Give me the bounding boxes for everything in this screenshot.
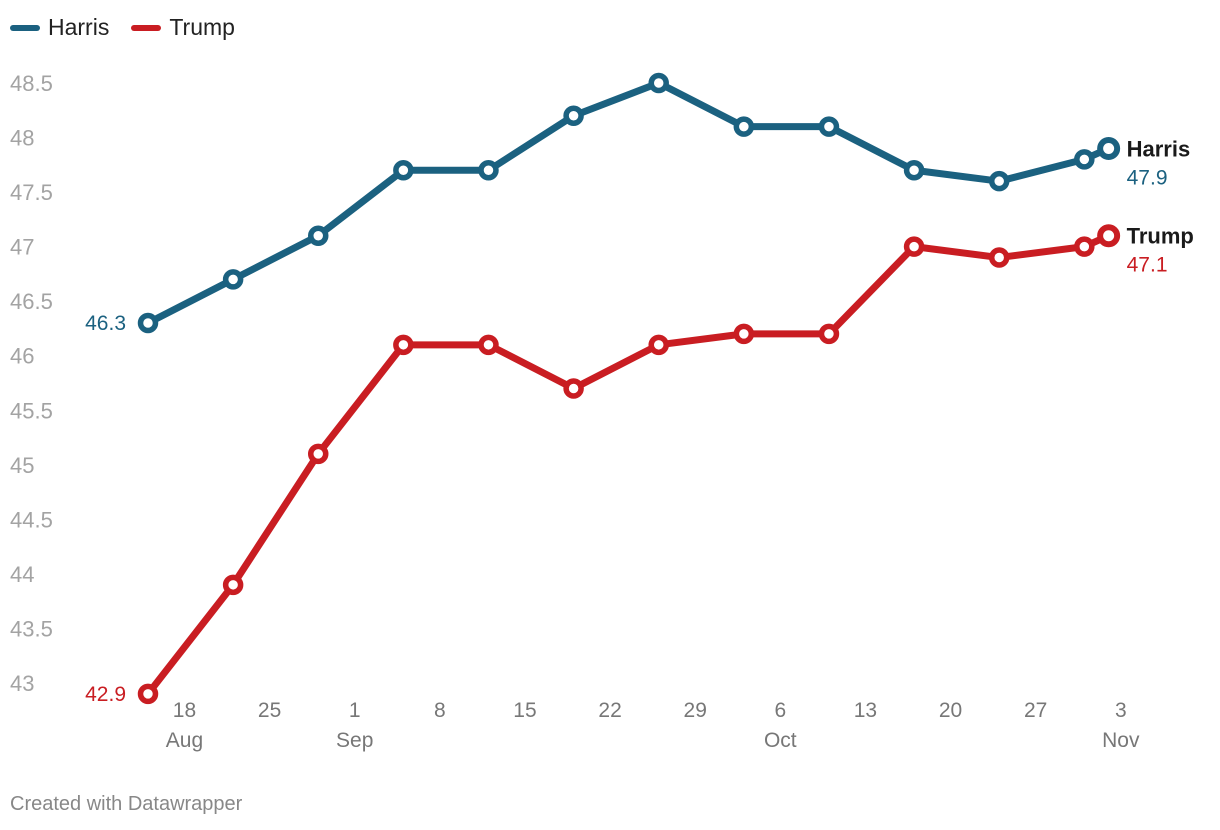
legend-swatch-harris (10, 24, 40, 31)
data-point-trump[interactable] (222, 574, 244, 596)
data-point-harris[interactable] (393, 160, 414, 181)
series-line-harris (144, 79, 1113, 327)
x-tick-month-label: Sep (336, 729, 373, 752)
data-point-trump[interactable] (137, 683, 159, 705)
data-point-trump[interactable] (1097, 224, 1121, 248)
x-tick-label: 25 (258, 699, 281, 722)
end-name-label-trump: Trump (1127, 224, 1194, 249)
y-tick-label: 44.5 (10, 507, 53, 532)
start-label-harris: 46.3 (85, 312, 126, 335)
x-tick-label: 18 (173, 699, 196, 722)
y-tick-label: 47.5 (10, 180, 53, 205)
data-point-harris[interactable] (1074, 149, 1095, 170)
y-tick-label: 47 (10, 235, 34, 260)
x-tick-label: 8 (434, 699, 446, 722)
data-point-trump[interactable] (1074, 236, 1095, 257)
legend-item-harris[interactable]: Harris (10, 14, 109, 41)
start-label-trump: 42.9 (85, 683, 126, 706)
legend-item-trump[interactable]: Trump (131, 14, 235, 41)
data-point-trump[interactable] (733, 323, 755, 345)
y-tick-label: 45.5 (10, 398, 53, 423)
data-point-harris[interactable] (222, 269, 244, 290)
data-point-harris[interactable] (648, 72, 669, 94)
data-point-trump[interactable] (307, 443, 329, 465)
legend: Harris Trump (10, 14, 235, 41)
data-point-harris[interactable] (903, 160, 925, 181)
y-tick-label: 48 (10, 126, 34, 151)
data-point-harris[interactable] (563, 105, 584, 126)
x-tick-label: 3 (1115, 699, 1127, 722)
data-point-harris[interactable] (733, 116, 755, 137)
data-point-trump[interactable] (648, 334, 669, 356)
data-point-trump[interactable] (988, 247, 1010, 268)
y-tick-label: 43.5 (10, 616, 53, 641)
data-point-harris[interactable] (988, 170, 1010, 192)
x-tick-label: 22 (598, 699, 621, 722)
footer-credit: Created with Datawrapper (10, 793, 243, 815)
legend-label-trump: Trump (169, 14, 235, 40)
data-point-harris[interactable] (818, 116, 840, 137)
data-point-trump[interactable] (563, 378, 584, 399)
x-tick-label: 29 (684, 699, 707, 722)
end-name-label-harris: Harris (1127, 136, 1191, 161)
end-value-label-trump: 47.1 (1127, 254, 1168, 277)
legend-swatch-trump (131, 24, 162, 31)
data-point-trump[interactable] (903, 236, 925, 257)
x-tick-month-label: Oct (764, 729, 797, 752)
y-tick-label: 48.5 (10, 71, 53, 96)
data-point-harris[interactable] (478, 160, 499, 181)
data-point-harris[interactable] (1097, 136, 1121, 160)
y-tick-label: 46.5 (10, 289, 53, 314)
x-tick-label: 6 (774, 699, 786, 722)
data-point-trump[interactable] (478, 334, 499, 356)
x-tick-label: 20 (939, 699, 962, 722)
data-point-harris[interactable] (307, 225, 329, 246)
y-tick-label: 45 (10, 453, 34, 478)
x-tick-label: 15 (513, 699, 536, 722)
data-point-trump[interactable] (393, 334, 414, 356)
legend-label-harris: Harris (48, 14, 110, 40)
x-tick-label: 27 (1024, 699, 1047, 722)
y-tick-label: 46 (10, 344, 34, 369)
end-value-label-harris: 47.9 (1127, 166, 1168, 189)
x-tick-label: 13 (854, 699, 877, 722)
y-tick-label: 43 (10, 671, 34, 696)
data-point-harris[interactable] (137, 312, 159, 334)
x-tick-month-label: Aug (166, 729, 203, 752)
series-line-trump (144, 232, 1113, 698)
y-tick-label: 44 (10, 562, 34, 587)
x-tick-month-label: Nov (1102, 729, 1140, 752)
x-tick-label: 1 (349, 699, 361, 722)
data-point-trump[interactable] (818, 323, 840, 345)
